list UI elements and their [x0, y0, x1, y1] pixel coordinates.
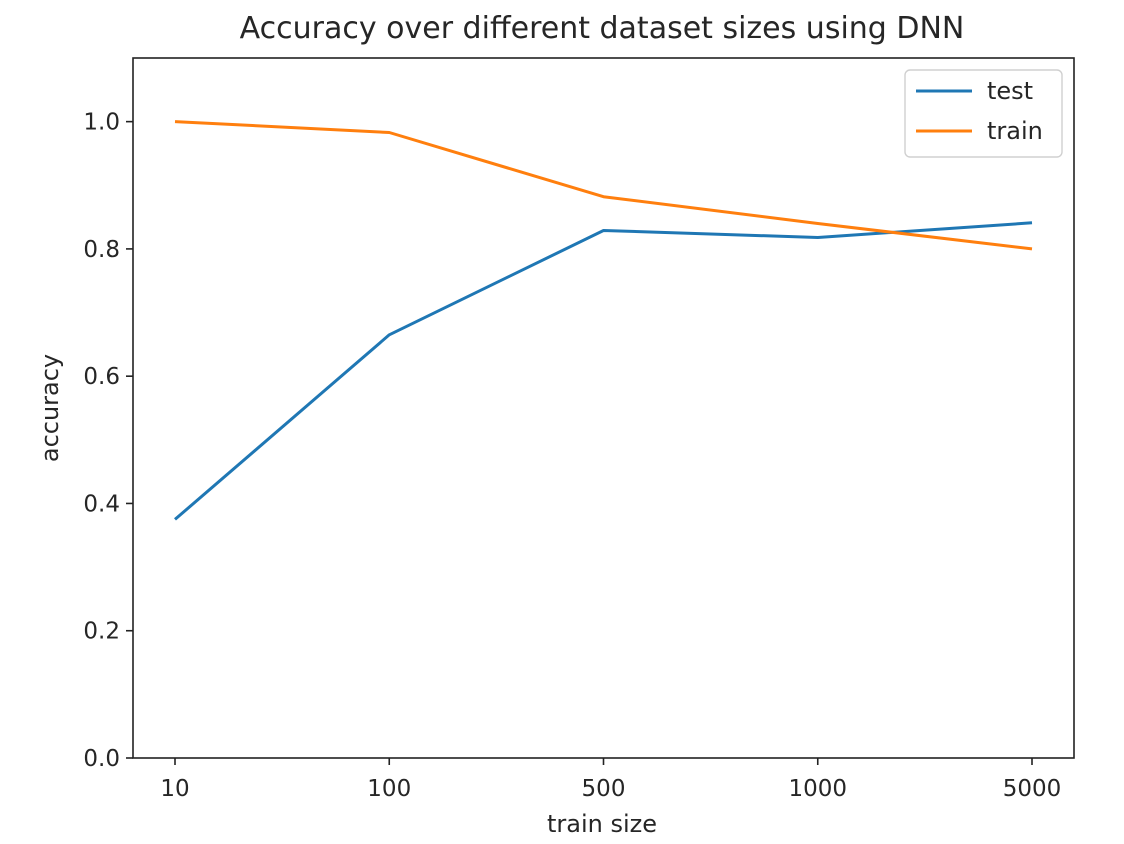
y-tick-label: 0.2 [83, 619, 120, 645]
y-tick-label: 0.4 [83, 491, 120, 517]
x-tick-label: 10 [160, 776, 189, 802]
legend-label-test: test [987, 77, 1033, 105]
plot-frame [132, 57, 1075, 759]
y-axis: 0.0 0.2 0.4 0.6 0.8 1.0 [83, 110, 133, 772]
plot-area [132, 57, 1075, 759]
y-axis-label: accuracy [36, 354, 64, 462]
series-line-train [174, 120, 1033, 251]
chart-title: Accuracy over different dataset sizes us… [240, 11, 965, 46]
x-tick-label: 500 [582, 776, 626, 802]
x-axis: 10 100 500 1000 5000 [160, 758, 1061, 802]
y-tick-label: 0.6 [83, 364, 120, 390]
y-tick-label: 0.0 [83, 746, 120, 772]
y-tick-label: 0.8 [83, 237, 120, 263]
x-tick-label: 5000 [1003, 776, 1062, 802]
x-axis-label: train size [547, 810, 657, 838]
legend: test train [904, 69, 1063, 158]
y-tick-label: 1.0 [83, 110, 120, 136]
x-tick-label: 1000 [788, 776, 847, 802]
x-tick-label: 100 [367, 776, 411, 802]
series-line-test [174, 221, 1033, 521]
legend-label-train: train [987, 117, 1043, 145]
